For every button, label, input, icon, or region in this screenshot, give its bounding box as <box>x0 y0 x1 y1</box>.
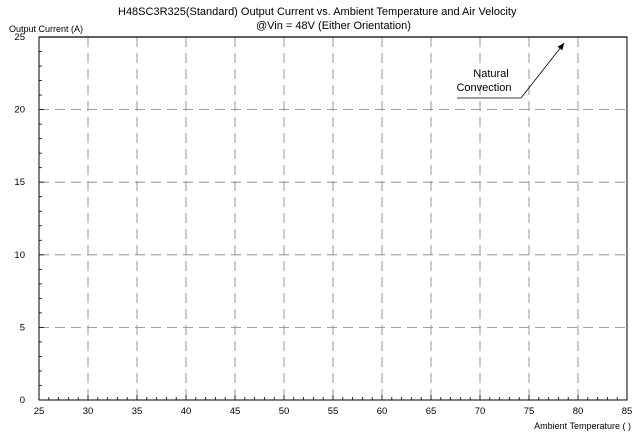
y-tick-label: 0 <box>20 395 25 406</box>
x-tick-label: 40 <box>181 406 192 417</box>
x-tick-label: 55 <box>328 406 339 417</box>
chart-title: H48SC3R325(Standard) Output Current vs. … <box>118 6 517 18</box>
x-tick-label: 65 <box>426 406 437 417</box>
x-tick-label: 70 <box>475 406 486 417</box>
y-tick-label: 20 <box>14 105 25 116</box>
x-tick-label: 50 <box>279 406 290 417</box>
x-tick-label: 85 <box>622 406 633 417</box>
y-tick-label: 25 <box>14 32 25 43</box>
x-tick-label: 75 <box>524 406 535 417</box>
x-tick-label: 45 <box>230 406 241 417</box>
y-axis-label: Output Current (A) <box>9 24 84 34</box>
x-tick-label: 25 <box>34 406 45 417</box>
x-tick-label: 60 <box>377 406 388 417</box>
y-tick-label: 5 <box>20 322 25 333</box>
y-tick-label: 15 <box>14 177 25 188</box>
x-axis-label: Ambient Temperature ( ) <box>534 421 631 431</box>
annotation-label: Convection <box>456 82 511 94</box>
y-tick-label: 10 <box>14 250 25 261</box>
annotation-leader <box>520 42 565 99</box>
x-tick-label: 30 <box>83 406 94 417</box>
annotation-arrowhead <box>557 43 565 51</box>
x-tick-label: 80 <box>573 406 584 417</box>
chart-subtitle: @Vin = 48V (Either Orientation) <box>256 20 411 32</box>
annotation-label: Natural <box>473 68 508 80</box>
x-tick-label: 35 <box>132 406 143 417</box>
